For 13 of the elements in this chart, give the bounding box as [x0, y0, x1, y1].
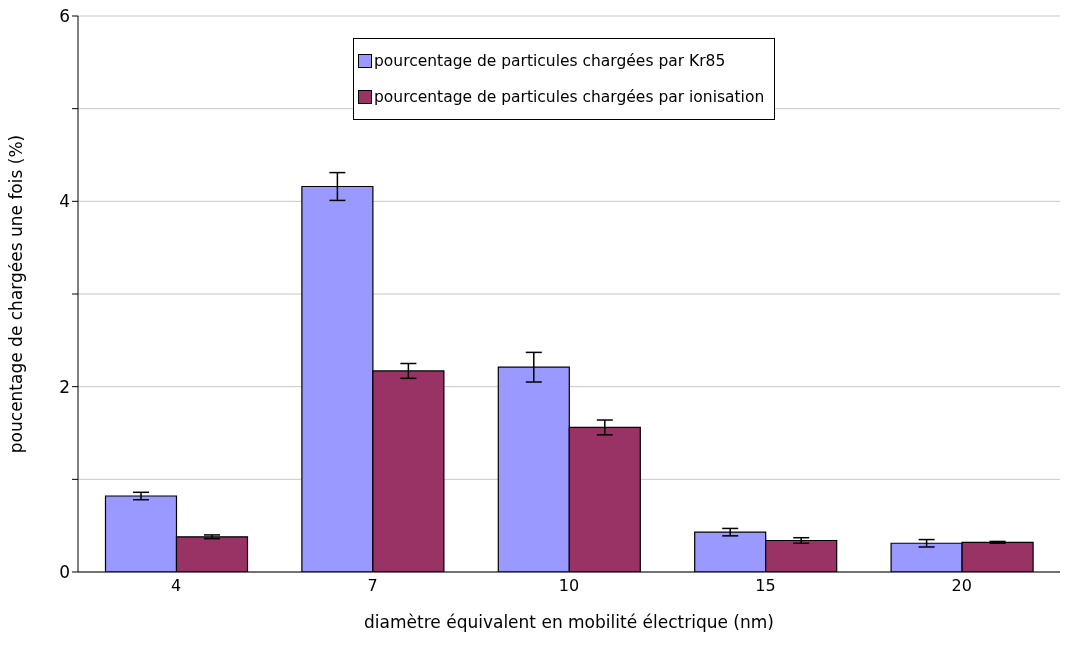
y-tick-label: 4 [59, 191, 70, 212]
y-axis-title: poucentage de chargées une fois (%) [6, 134, 27, 454]
legend-label: pourcentage de particules chargées par Kr85 [374, 51, 726, 72]
y-tick-label: 0 [59, 562, 70, 583]
x-tick-label: 20 [951, 576, 972, 596]
x-axis-title: diamètre équivalent en mobilité électrique (nm) [364, 612, 774, 632]
legend-label: pourcentage de particules chargées par ionisation [374, 87, 765, 108]
y-tick-label: 6 [59, 6, 70, 27]
x-tick-label: 4 [171, 576, 182, 596]
y-tick-label: 2 [59, 376, 70, 397]
x-tick-label: 10 [558, 576, 580, 596]
x-tick-label: 15 [755, 576, 776, 596]
x-tick-label: 7 [367, 576, 378, 596]
